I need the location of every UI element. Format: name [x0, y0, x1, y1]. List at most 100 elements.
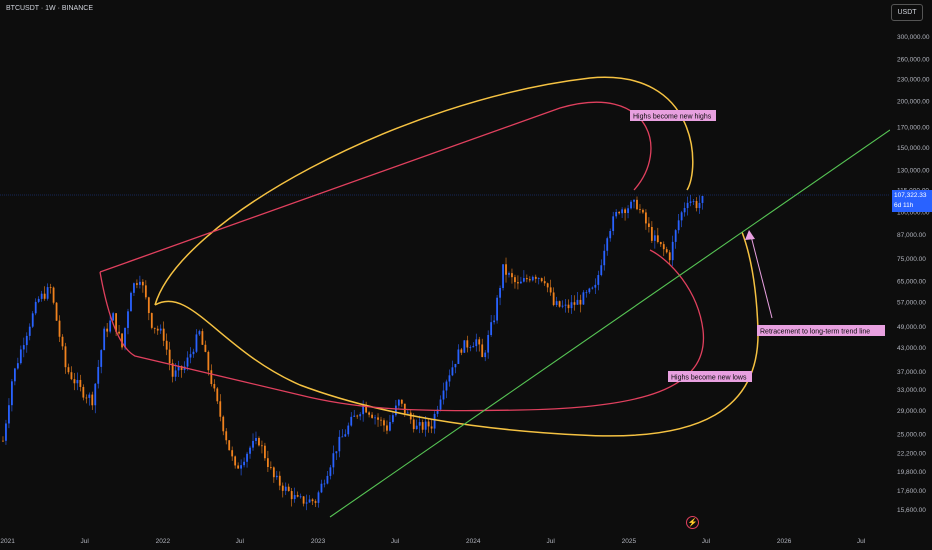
y-tick-label: 25,000.00 — [897, 432, 926, 439]
y-tick-label: 17,600.00 — [897, 488, 926, 495]
candle — [591, 286, 594, 290]
candle-body — [186, 357, 189, 367]
candle-body — [671, 241, 674, 261]
candle-body — [97, 366, 100, 384]
candle-body — [287, 486, 290, 492]
candle-body — [100, 350, 103, 367]
candle — [671, 235, 674, 267]
candle-body — [19, 349, 22, 364]
candle — [305, 494, 308, 511]
candle — [588, 287, 591, 294]
candle — [147, 296, 150, 321]
candle — [79, 374, 82, 392]
candle-body — [698, 202, 701, 209]
candle — [487, 330, 490, 359]
y-tick-label: 150,000.00 — [897, 145, 930, 152]
candle — [281, 482, 284, 498]
candle — [216, 387, 219, 405]
candle — [570, 294, 573, 314]
y-tick-label: 65,000.00 — [897, 279, 926, 286]
candle-body — [258, 438, 260, 446]
candle — [683, 202, 686, 217]
candle — [499, 285, 501, 306]
candle — [156, 325, 159, 335]
candle — [514, 274, 516, 289]
candle-body — [136, 283, 138, 285]
candle — [118, 324, 120, 335]
candle-body — [296, 495, 299, 497]
candle-body — [31, 313, 34, 327]
candle-body — [392, 415, 394, 422]
candle-body — [124, 327, 126, 348]
candle-body — [561, 305, 564, 307]
candle — [11, 379, 13, 412]
candle-body — [600, 265, 603, 276]
candle — [430, 420, 433, 434]
candle — [311, 498, 314, 506]
x-tick-label: Jul — [547, 538, 556, 545]
candle — [359, 412, 362, 421]
candle-body — [531, 276, 534, 281]
candle-body — [588, 288, 591, 293]
candle-body — [237, 465, 240, 469]
candle — [451, 360, 454, 377]
candle-body — [133, 283, 135, 293]
candle — [511, 268, 513, 284]
candle — [445, 379, 448, 399]
candle-body — [582, 292, 585, 305]
candle-body — [597, 275, 600, 285]
candle-body — [365, 404, 368, 413]
candle-body — [293, 495, 296, 500]
candle — [624, 207, 626, 221]
currency-button[interactable]: USDT — [891, 4, 923, 21]
symbol-header[interactable]: BTCUSDT · 1W · BINANCE — [6, 5, 93, 12]
candle-body — [305, 502, 308, 504]
candle-body — [55, 302, 58, 321]
x-tick-label: 2026 — [777, 538, 792, 545]
candle-body — [686, 202, 689, 209]
annotation-highs-new-lows-text: Highs become new lows — [671, 375, 747, 382]
candle — [272, 466, 275, 483]
candle — [397, 398, 400, 410]
candle — [73, 372, 76, 391]
candle — [237, 462, 240, 469]
candle-body — [2, 440, 4, 442]
candle — [67, 363, 70, 375]
candle — [287, 483, 290, 492]
x-tick-label: 2021 — [0, 538, 15, 545]
candle-body — [34, 301, 37, 314]
candle — [40, 290, 43, 302]
y-tick-label: 29,000.00 — [897, 408, 926, 415]
x-tick-label: 2024 — [466, 538, 481, 545]
candle-body — [528, 279, 531, 281]
candle — [689, 194, 692, 207]
candle-body — [243, 461, 245, 466]
lightning-icon[interactable]: ⚡ — [686, 516, 699, 529]
candle — [171, 359, 174, 383]
candle — [162, 321, 165, 347]
candle-body — [278, 475, 281, 486]
y-tick-label: 49,000.00 — [897, 324, 926, 331]
candle — [621, 207, 624, 218]
candle — [496, 294, 498, 324]
candle-body — [389, 421, 391, 431]
candle — [633, 199, 635, 209]
candle-body — [204, 344, 207, 352]
candle — [537, 277, 540, 285]
candle — [656, 227, 659, 244]
candle — [522, 270, 525, 283]
candle-body — [445, 381, 448, 391]
candle — [558, 300, 561, 308]
candle — [481, 338, 484, 358]
candle-body — [362, 404, 365, 415]
candle — [668, 249, 671, 266]
candle-body — [323, 483, 326, 485]
candle-body — [689, 201, 692, 203]
candle — [94, 383, 97, 414]
candle-body — [40, 293, 43, 299]
x-tick-label: 2022 — [156, 538, 171, 545]
candle-body — [174, 370, 177, 377]
candle — [528, 276, 531, 283]
candle — [8, 398, 10, 429]
